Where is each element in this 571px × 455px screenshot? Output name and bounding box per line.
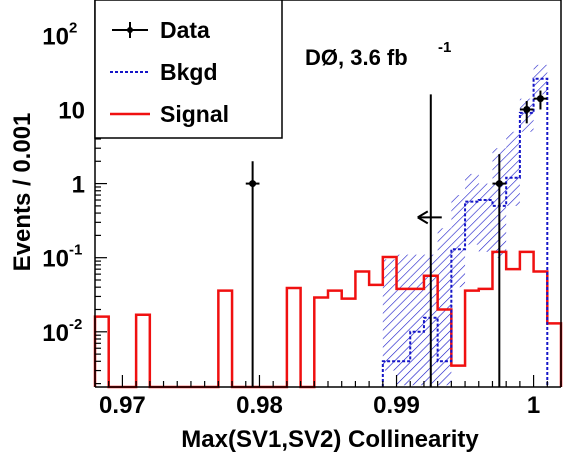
y-tick-label-2: 1 [72,172,85,199]
y-axis-title: Events / 0.001 [9,113,36,272]
data-marker-4 [536,95,544,103]
y-tick-label-0: 10 -2 [42,316,82,347]
bkgd-uncertainty-bin-2 [410,254,424,386]
legend: Data Bkgd Signal [94,0,283,139]
data-point-0 [245,161,260,387]
annotation-text: DØ, 3.6 fb [305,45,408,70]
y-tick-label-base-4: 10 [42,23,69,50]
bkgd-uncertainty-bin-4 [437,228,452,386]
data-marker-3 [523,105,531,113]
y-tick-label-base-0: 10 [42,320,69,347]
data-point-2 [492,154,507,387]
y-tick-label-4: 10 2 [42,19,77,50]
y-tick-label-exp-4: 2 [69,19,77,36]
annotation: DØ, 3.6 fb -1 [305,39,451,70]
legend-label-signal: Signal [160,101,229,127]
y-tick-label-base-2: 1 [72,172,85,199]
data-point-3 [519,101,534,124]
x-tick-label-1: 0.98 [236,392,283,419]
y-tick-label-3: 10 [58,97,85,124]
legend-data-key [112,22,148,38]
x-tick-label-2: 0.99 [373,392,420,419]
annotation-superscript: -1 [438,39,451,56]
x-tick-label-0: 0.97 [99,392,146,419]
y-tick-label-exp-0: -2 [69,316,82,333]
bkgd-uncertainty-bin-9 [506,131,520,206]
bkgd-uncertainty-bin-7 [478,183,493,252]
y-tick-label-base-1: 10 [42,246,69,273]
bkgd-uncertainty-bin-6 [465,173,479,245]
bkgd-uncertainty-bin-0 [382,259,397,371]
cut-arrow [417,210,442,225]
x-tick-label-3: 1 [527,392,540,419]
x-axis-title: Max(SV1,SV2) Collinearity [181,426,479,453]
legend-label-data: Data [160,17,210,43]
bkgd-uncertainty-bin-11 [533,64,548,95]
data-marker-2 [495,180,503,188]
data-marker-0 [249,180,257,188]
bkgd-uncertainty-bin-1 [396,254,411,386]
y-tick-label-exp-1: -1 [69,242,82,259]
bkgd-uncertainty-bin-5 [451,195,466,288]
cut-arrow-head [417,210,429,225]
data-point-4 [533,90,548,110]
y-tick-label-base-3: 10 [58,97,85,124]
bkgd-histogram [381,77,549,387]
y-tick-label-1: 10 -1 [42,242,82,273]
legend-label-bkgd: Bkgd [160,59,218,85]
